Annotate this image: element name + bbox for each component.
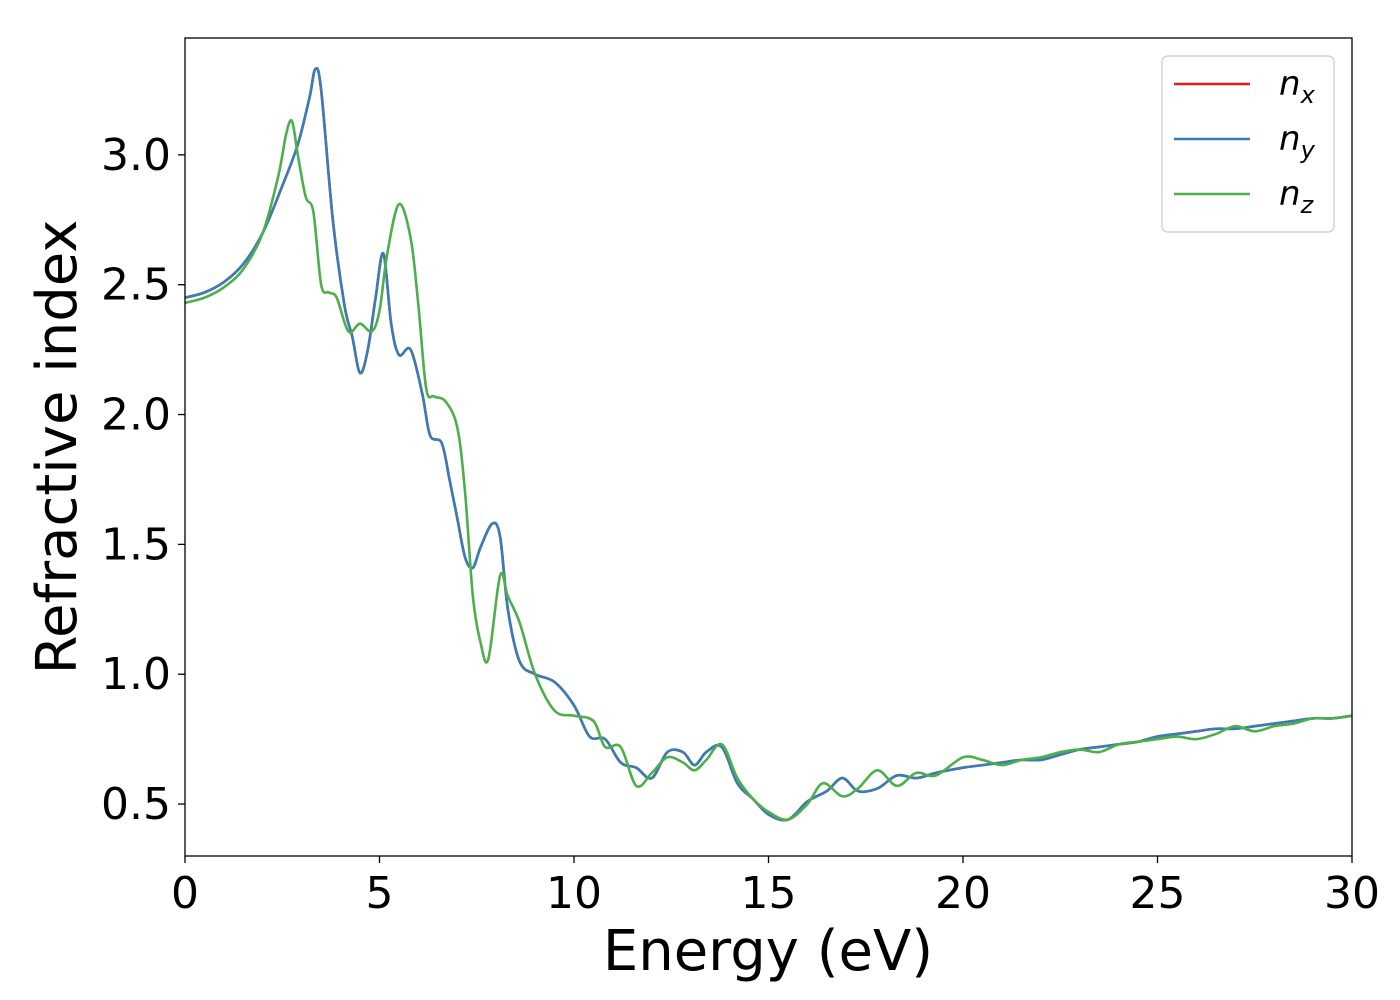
x-tick-label: 5 [366, 868, 394, 919]
x-tick-label: 10 [546, 868, 602, 919]
y-tick-label: 1.0 [101, 649, 171, 700]
x-tick-label: 0 [171, 868, 199, 919]
y-tick-label: 2.0 [101, 390, 171, 441]
x-tick-label: 30 [1324, 868, 1380, 919]
x-tick-label: 20 [935, 868, 991, 919]
x-tick-label: 25 [1130, 868, 1186, 919]
legend-box [1161, 55, 1335, 233]
y-axis-label: Refractive index [25, 220, 90, 675]
series-layer [185, 67, 1352, 822]
series-line-n-z [185, 118, 1352, 822]
ticks-layer: 0 5 10 15 20 25 30 0.5 1.0 1.5 2.0 2.5 3.0 [101, 130, 1380, 919]
y-tick-label: 1.5 [101, 519, 171, 570]
y-tick-label: 0.5 [101, 779, 171, 830]
y-tick-label: 3.0 [101, 130, 171, 181]
series-line-n-y [185, 67, 1352, 822]
y-tick-label: 2.5 [101, 260, 171, 311]
x-tick-label: 15 [741, 868, 797, 919]
x-axis-label: Energy (eV) [603, 919, 933, 984]
